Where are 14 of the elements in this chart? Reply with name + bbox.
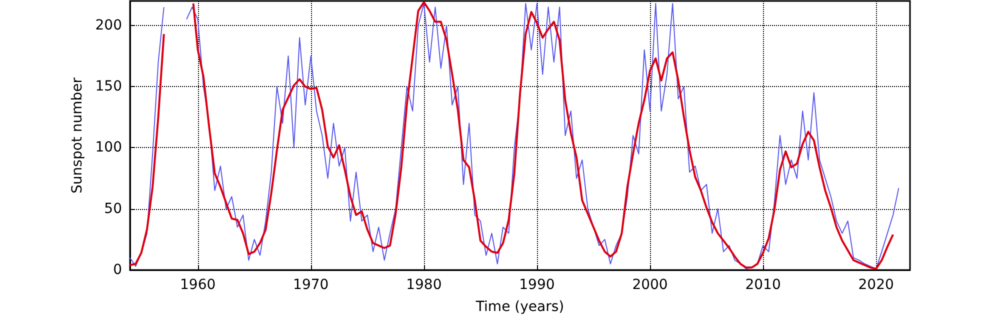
y-tick-label: 0 bbox=[113, 262, 122, 278]
x-tick-label: 2000 bbox=[632, 277, 668, 293]
x-tick-label: 1990 bbox=[519, 277, 555, 293]
x-tick-label: 2020 bbox=[858, 277, 894, 293]
x-tick-label: 2010 bbox=[745, 277, 781, 293]
x-axis-title: Time (years) bbox=[474, 299, 564, 315]
x-tick-label: 1970 bbox=[293, 277, 329, 293]
y-tick-label: 200 bbox=[95, 17, 122, 34]
y-axis-title: Sunspot number bbox=[69, 77, 86, 194]
x-tick-label: 1980 bbox=[406, 277, 442, 293]
y-tick-label: 50 bbox=[104, 200, 122, 217]
x-tick-label: 1960 bbox=[180, 277, 216, 293]
y-tick-label: 150 bbox=[95, 78, 122, 95]
y-tick-label: 100 bbox=[95, 140, 122, 156]
